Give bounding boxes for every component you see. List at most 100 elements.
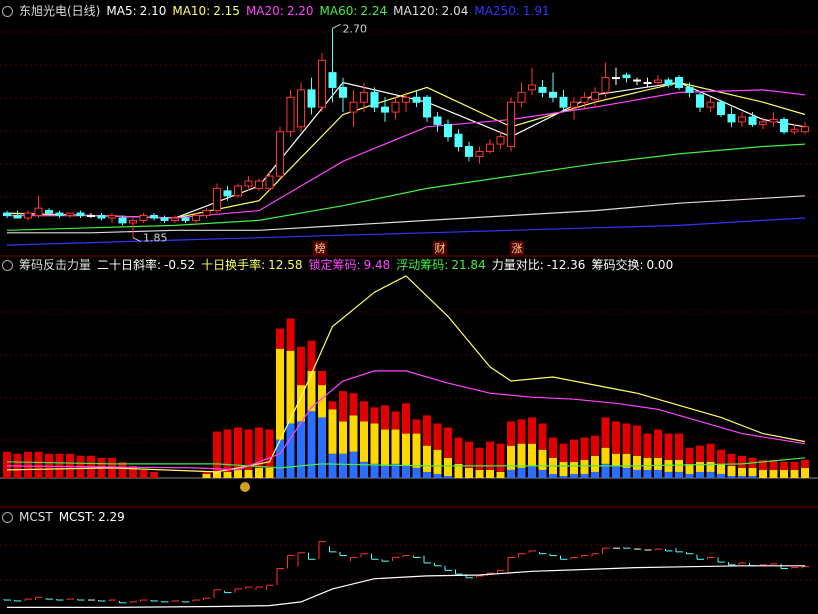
yellow-segment bbox=[528, 443, 536, 466]
red-segment bbox=[139, 469, 148, 478]
red-segment bbox=[454, 437, 463, 464]
legend-name: 十日换手率: bbox=[201, 258, 266, 272]
red-segment bbox=[286, 318, 295, 351]
candle-body bbox=[780, 118, 788, 133]
red-segment bbox=[223, 429, 232, 472]
legend-value: 2.04 bbox=[441, 4, 469, 18]
blue-segment bbox=[643, 469, 652, 478]
candle-body bbox=[748, 116, 757, 125]
red-segment bbox=[475, 447, 484, 470]
red-segment bbox=[727, 453, 736, 466]
candle-body bbox=[34, 207, 43, 217]
candle-body bbox=[675, 77, 683, 88]
red-segment bbox=[118, 461, 127, 478]
red-segment bbox=[213, 431, 221, 472]
yellow-segment bbox=[559, 461, 568, 476]
candle-body bbox=[223, 190, 232, 197]
candle-body bbox=[66, 212, 74, 217]
legend-name: MA120: bbox=[393, 4, 439, 18]
red-segment bbox=[202, 471, 211, 474]
yellow-segment bbox=[801, 467, 809, 478]
mcst-header: MCST MCST: 2.29 bbox=[2, 508, 125, 526]
candle-body bbox=[213, 187, 221, 212]
red-segment bbox=[622, 423, 631, 454]
red-segment bbox=[150, 471, 158, 478]
blue-segment bbox=[591, 471, 599, 478]
blue-segment bbox=[307, 411, 316, 478]
panel-title: 筹码反击力量 bbox=[19, 258, 92, 272]
candle-body bbox=[307, 89, 316, 108]
candle-body bbox=[643, 82, 652, 85]
indicator-line bbox=[6, 457, 806, 469]
legend-name: MA20: bbox=[245, 4, 284, 18]
red-segment bbox=[328, 401, 337, 410]
red-segment bbox=[34, 451, 43, 478]
legend-item: MA20: 2.20 bbox=[246, 2, 314, 20]
yellow-segment bbox=[612, 453, 620, 466]
red-segment bbox=[402, 403, 410, 434]
candle-body bbox=[696, 94, 704, 108]
indicator-line bbox=[7, 565, 805, 608]
yellow-segment bbox=[370, 423, 379, 464]
red-segment bbox=[486, 441, 494, 470]
red-segment bbox=[3, 451, 11, 478]
blue-segment bbox=[286, 423, 295, 478]
legend-name: MA10: bbox=[172, 4, 211, 18]
yellow-segment bbox=[675, 459, 683, 472]
red-segment bbox=[643, 433, 652, 458]
candle-body bbox=[706, 101, 715, 108]
blue-segment bbox=[423, 471, 431, 478]
candle-body bbox=[139, 215, 148, 221]
candle-body bbox=[202, 210, 211, 217]
blue-segment bbox=[664, 471, 673, 478]
yellow-segment bbox=[202, 473, 211, 478]
yellow-segment bbox=[286, 350, 295, 424]
legend-item: 十日换手率: 12.58 bbox=[201, 256, 302, 274]
red-segment bbox=[790, 461, 799, 470]
blue-segment bbox=[706, 471, 715, 478]
event-marker-bg bbox=[510, 241, 524, 255]
blue-segment bbox=[412, 467, 421, 478]
legend-item: MA60: 2.24 bbox=[320, 2, 388, 20]
yellow-segment bbox=[643, 457, 652, 470]
yellow-segment bbox=[759, 469, 767, 478]
candle-body bbox=[591, 91, 599, 101]
indicator-line bbox=[6, 370, 806, 471]
candle-body bbox=[759, 121, 767, 125]
red-segment bbox=[664, 433, 673, 460]
legend-name: MA60: bbox=[319, 4, 358, 18]
red-segment bbox=[307, 340, 316, 371]
event-marker: 财 bbox=[435, 241, 446, 255]
red-segment bbox=[559, 443, 568, 462]
red-segment bbox=[654, 429, 662, 458]
legend-item: 筹码交换: 0.00 bbox=[591, 256, 673, 274]
annotation-label: 2.70 bbox=[343, 22, 368, 35]
candle-body bbox=[402, 96, 410, 103]
candle-body bbox=[24, 212, 32, 219]
legend-value: 2.20 bbox=[286, 4, 314, 18]
guide-lines bbox=[0, 31, 818, 581]
yellow-segment bbox=[738, 467, 746, 476]
legend-name: 力量对比: bbox=[491, 258, 544, 272]
legend-item: MA5: 2.10 bbox=[106, 2, 166, 20]
red-segment bbox=[496, 443, 505, 472]
candle-body bbox=[549, 91, 557, 98]
candle-body bbox=[685, 86, 694, 93]
yellow-segment bbox=[307, 370, 316, 412]
legend-value: 2.29 bbox=[98, 510, 125, 524]
coin-icon bbox=[240, 482, 250, 492]
indicator-line bbox=[6, 143, 806, 231]
candle-body bbox=[360, 91, 368, 103]
red-segment bbox=[465, 441, 473, 468]
yellow-segment bbox=[591, 455, 599, 472]
legend-value: 21.84 bbox=[451, 258, 486, 272]
yellow-segment bbox=[780, 469, 788, 478]
legend-value: 2.24 bbox=[360, 4, 388, 18]
candle-body bbox=[255, 180, 263, 189]
blue-segment bbox=[580, 473, 589, 478]
candle-body bbox=[3, 212, 11, 217]
legend-name: 二十日斜率: bbox=[97, 258, 162, 272]
yellow-segment bbox=[507, 445, 515, 470]
candle-body bbox=[97, 215, 106, 219]
yellow-segment bbox=[349, 415, 358, 452]
